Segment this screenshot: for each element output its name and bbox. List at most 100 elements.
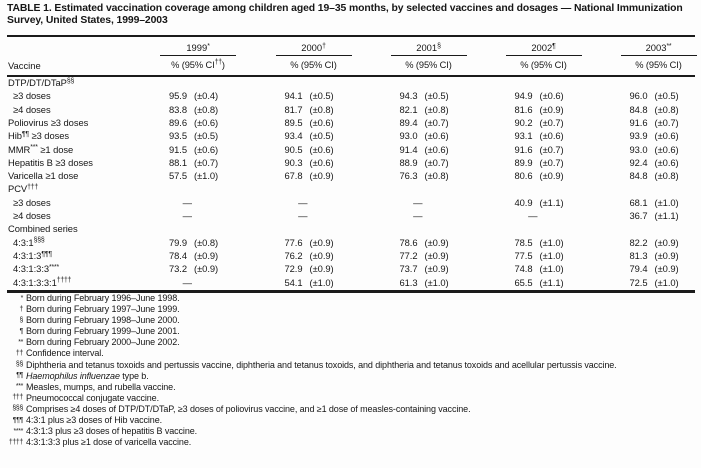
coverage-value: — bbox=[413, 210, 423, 221]
footnote: ¶ Born during February 1999–June 2001. bbox=[8, 326, 697, 337]
row-label: Hepatitis B ≥3 doses bbox=[8, 156, 93, 168]
value-cell: 76.3 (±0.8) bbox=[391, 169, 467, 182]
footnote: †† Confidence interval. bbox=[8, 348, 697, 359]
coverage-value: 81.7 bbox=[284, 103, 303, 115]
row-label: 4:3:1:3¶¶¶ bbox=[13, 249, 52, 261]
coverage-value: 93.0 bbox=[629, 143, 648, 155]
value-cell: 77.5 (±1.0) bbox=[506, 249, 582, 262]
footnote-marker: ¶ bbox=[552, 42, 556, 50]
confidence-interval: (±0.9) bbox=[194, 249, 219, 261]
value-cell: 78.5 (±1.0) bbox=[506, 236, 582, 249]
table-title: TABLE 1. Estimated vaccination coverage … bbox=[7, 3, 683, 27]
value-cell: 65.5 (±1.1) bbox=[506, 276, 582, 289]
coverage-value: 36.7 bbox=[629, 210, 648, 221]
value-cell: 78.4 (±0.9) bbox=[160, 249, 236, 262]
table-row: 4:3:1:3:3**** 73.2 (±0.9) 72.9 (±0.9) 73.7 (±0… bbox=[8, 262, 696, 275]
coverage-value: 76.2 bbox=[284, 249, 303, 261]
confidence-interval: (±0.5) bbox=[424, 90, 449, 102]
table-row: 4:3:1:3:3:1†††† — 54.1 (±1.0) 61.3 (±1.0) 65.5… bbox=[8, 276, 696, 289]
value-cell: 79.9 (±0.8) bbox=[160, 236, 236, 249]
confidence-interval: (±0.6) bbox=[539, 90, 564, 102]
confidence-interval: (±0.6) bbox=[194, 116, 219, 128]
coverage-value: 90.2 bbox=[514, 116, 533, 128]
table-row: ≥4 doses 83.8 (±0.8) 81.7 (±0.8) 82.1 (±0.8) 81… bbox=[8, 103, 696, 116]
footnote-marker: † bbox=[322, 42, 326, 50]
confidence-interval: (±0.6) bbox=[424, 143, 449, 155]
footnote: ** Born during February 2000–June 2002. bbox=[8, 337, 697, 348]
confidence-interval: (±1.1) bbox=[539, 276, 564, 288]
coverage-value: 91.5 bbox=[168, 143, 187, 155]
coverage-value: 83.8 bbox=[168, 103, 187, 115]
table-rule-bottom bbox=[7, 290, 695, 293]
coverage-value: 90.5 bbox=[284, 143, 303, 155]
section-row: PCV††† bbox=[8, 182, 696, 195]
confidence-interval: (±0.7) bbox=[194, 156, 219, 168]
row-label: 4:3:1§§§ bbox=[13, 236, 45, 248]
value-cell: 81.6 (±0.9) bbox=[506, 103, 582, 116]
footnote-marker: ¶¶ bbox=[16, 372, 23, 380]
table-rule-top bbox=[7, 34, 695, 37]
coverage-value: 73.7 bbox=[399, 263, 418, 275]
coverage-value: — bbox=[182, 196, 192, 208]
footnote-marker: §§§ bbox=[12, 405, 23, 413]
coverage-value: 89.5 bbox=[284, 116, 303, 128]
value-cell: 91.6 (±0.7) bbox=[506, 143, 582, 156]
value-cell: 82.2 (±0.9) bbox=[621, 236, 697, 249]
coverage-value: 61.3 bbox=[399, 276, 418, 288]
value-cell: 94.3 (±0.5) bbox=[391, 89, 467, 102]
coverage-value: 40.9 bbox=[514, 196, 533, 208]
footnote-marker: †† bbox=[15, 349, 23, 357]
footnote-marker: *** bbox=[30, 144, 38, 152]
coverage-value: 78.5 bbox=[514, 236, 533, 248]
coverage-value: 91.4 bbox=[399, 143, 418, 155]
coverage-value: 81.6 bbox=[514, 103, 533, 115]
footnote: §§ Diphtheria and tetanus toxoids and per… bbox=[8, 360, 697, 371]
coverage-value: 94.3 bbox=[399, 90, 418, 102]
coverage-value: — bbox=[182, 210, 192, 221]
value-cell: — bbox=[160, 209, 236, 222]
coverage-value: 72.5 bbox=[629, 276, 648, 288]
value-cell: 77.2 (±0.9) bbox=[391, 249, 467, 262]
footnote-marker: ¶¶¶ bbox=[41, 250, 52, 258]
confidence-interval: (±0.8) bbox=[194, 236, 219, 248]
value-cell: 94.1 (±0.5) bbox=[276, 89, 352, 102]
footnote-marker: § bbox=[19, 316, 23, 324]
coverage-value: 93.5 bbox=[168, 130, 187, 142]
footnote-marker: § bbox=[437, 42, 441, 50]
coverage-value: — bbox=[298, 196, 308, 208]
coverage-value: 73.2 bbox=[168, 263, 187, 275]
table-row: ≥4 doses — — — — 36.7 (±1.1) bbox=[8, 209, 696, 222]
coverage-value: 96.0 bbox=[629, 90, 648, 102]
value-cell: 95.9 (±0.4) bbox=[160, 89, 236, 102]
coverage-value: 89.6 bbox=[168, 116, 187, 128]
confidence-interval: (±1.0) bbox=[194, 170, 219, 182]
value-cell: 78.6 (±0.9) bbox=[391, 236, 467, 249]
coverage-value: 82.1 bbox=[399, 103, 418, 115]
confidence-interval: (±1.0) bbox=[654, 276, 679, 288]
coverage-value: 89.9 bbox=[514, 156, 533, 168]
confidence-interval: (±0.7) bbox=[654, 116, 679, 128]
footnote-marker: * bbox=[207, 42, 210, 50]
ci-column-header: % (95% CI) bbox=[635, 59, 682, 70]
confidence-interval: (±0.5) bbox=[194, 130, 219, 142]
row-label: Varicella ≥1 dose bbox=[8, 170, 79, 182]
table-row: Hib¶¶ ≥3 doses 93.5 (±0.5) 93.4 (±0.5) 93.0 (±… bbox=[8, 129, 696, 142]
value-cell: 91.4 (±0.6) bbox=[391, 143, 467, 156]
table-row: 4:3:1§§§ 79.9 (±0.8) 77.6 (±0.9) 78.6 (±0.9) 78… bbox=[8, 236, 696, 249]
row-label: PCV††† bbox=[8, 183, 39, 195]
value-cell: 91.5 (±0.6) bbox=[160, 143, 236, 156]
value-cell: 81.3 (±0.9) bbox=[621, 249, 697, 262]
year-column-header: 2000† bbox=[275, 41, 352, 56]
coverage-value: 80.6 bbox=[514, 170, 533, 182]
table-row: 4:3:1:3¶¶¶ 78.4 (±0.9) 76.2 (±0.9) 77.2 (±0.9)… bbox=[8, 249, 696, 262]
confidence-interval: (±0.9) bbox=[309, 236, 334, 248]
footnote-marker: ††† bbox=[27, 184, 39, 192]
confidence-interval: (±0.6) bbox=[309, 143, 334, 155]
value-cell: 90.2 (±0.7) bbox=[506, 116, 582, 129]
confidence-interval: (±0.8) bbox=[424, 103, 449, 115]
confidence-interval: (±0.8) bbox=[654, 170, 679, 182]
value-cell: 80.6 (±0.9) bbox=[506, 169, 582, 182]
ci-column-header: % (95% CI) bbox=[290, 59, 337, 70]
row-label: Poliovirus ≥3 doses bbox=[8, 116, 89, 128]
